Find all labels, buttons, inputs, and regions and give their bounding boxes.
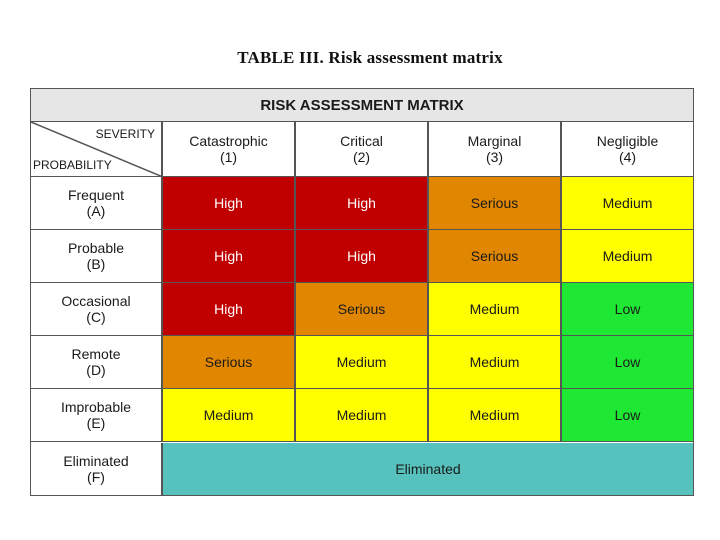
corner-header: SEVERITY PROBABILITY	[31, 122, 163, 177]
row-header-code: (F)	[87, 469, 105, 485]
row-header-code: (A)	[86, 203, 106, 219]
row-header-code: (D)	[86, 362, 106, 378]
column-header-catastrophic: Catastrophic (1)	[163, 122, 296, 177]
column-header-code: (4)	[618, 149, 637, 165]
column-header-negligible: Negligible (4)	[562, 122, 693, 177]
row-header: Occasional (C)	[31, 283, 163, 336]
column-header-code: (2)	[352, 149, 371, 165]
risk-cell-serious: Serious	[429, 230, 562, 283]
row-header-code: (C)	[86, 309, 106, 325]
column-header-code: (3)	[485, 149, 504, 165]
column-header-critical: Critical (2)	[296, 122, 429, 177]
risk-cell-medium: Medium	[562, 230, 693, 283]
risk-cell-medium: Medium	[429, 336, 562, 389]
column-header-name: Catastrophic	[189, 133, 268, 149]
risk-cell-medium: Medium	[562, 177, 693, 230]
risk-cell-high: High	[163, 283, 296, 336]
row-header-name: Occasional	[61, 293, 131, 309]
row-header-name: Eliminated	[63, 453, 129, 469]
risk-cell-high: High	[296, 230, 429, 283]
risk-cell-high: High	[296, 177, 429, 230]
column-header-name: Critical	[340, 133, 383, 149]
column-header-name: Marginal	[467, 133, 522, 149]
row-header-code: (E)	[86, 415, 106, 431]
column-header-name: Negligible	[596, 133, 659, 149]
row-header: Frequent (A)	[31, 177, 163, 230]
row-header-name: Frequent	[67, 187, 125, 203]
row-header: Probable (B)	[31, 230, 163, 283]
risk-cell-low: Low	[562, 389, 693, 442]
risk-cell-medium: Medium	[429, 283, 562, 336]
eliminated-cell: Eliminated	[163, 443, 693, 495]
risk-cell-medium: Medium	[296, 336, 429, 389]
row-header: Improbable (E)	[31, 389, 163, 442]
risk-cell-serious: Serious	[163, 336, 296, 389]
risk-cell-high: High	[163, 230, 296, 283]
row-header-name: Remote	[71, 346, 121, 362]
row-header-code: (B)	[86, 256, 106, 272]
row-header: Remote (D)	[31, 336, 163, 389]
risk-cell-medium: Medium	[163, 389, 296, 442]
column-header-code: (1)	[219, 149, 238, 165]
severity-axis-label: SEVERITY	[95, 127, 155, 141]
risk-cell-low: Low	[562, 336, 693, 389]
risk-matrix-table: RISK ASSESSMENT MATRIX SEVERITY PROBABIL…	[30, 88, 694, 496]
column-header-marginal: Marginal (3)	[429, 122, 562, 177]
corner-diagonal-line	[31, 122, 161, 176]
risk-cell-serious: Serious	[296, 283, 429, 336]
row-header-name: Probable	[67, 240, 125, 256]
risk-cell-medium: Medium	[296, 389, 429, 442]
table-caption: TABLE III. Risk assessment matrix	[237, 48, 503, 67]
probability-axis-label: PROBABILITY	[33, 158, 112, 172]
risk-cell-serious: Serious	[429, 177, 562, 230]
row-header-name: Improbable	[60, 399, 132, 415]
row-header-eliminated: Eliminated (F)	[31, 443, 163, 495]
risk-cell-low: Low	[562, 283, 693, 336]
matrix-title: RISK ASSESSMENT MATRIX	[31, 89, 693, 122]
risk-cell-high: High	[163, 177, 296, 230]
risk-cell-medium: Medium	[429, 389, 562, 442]
